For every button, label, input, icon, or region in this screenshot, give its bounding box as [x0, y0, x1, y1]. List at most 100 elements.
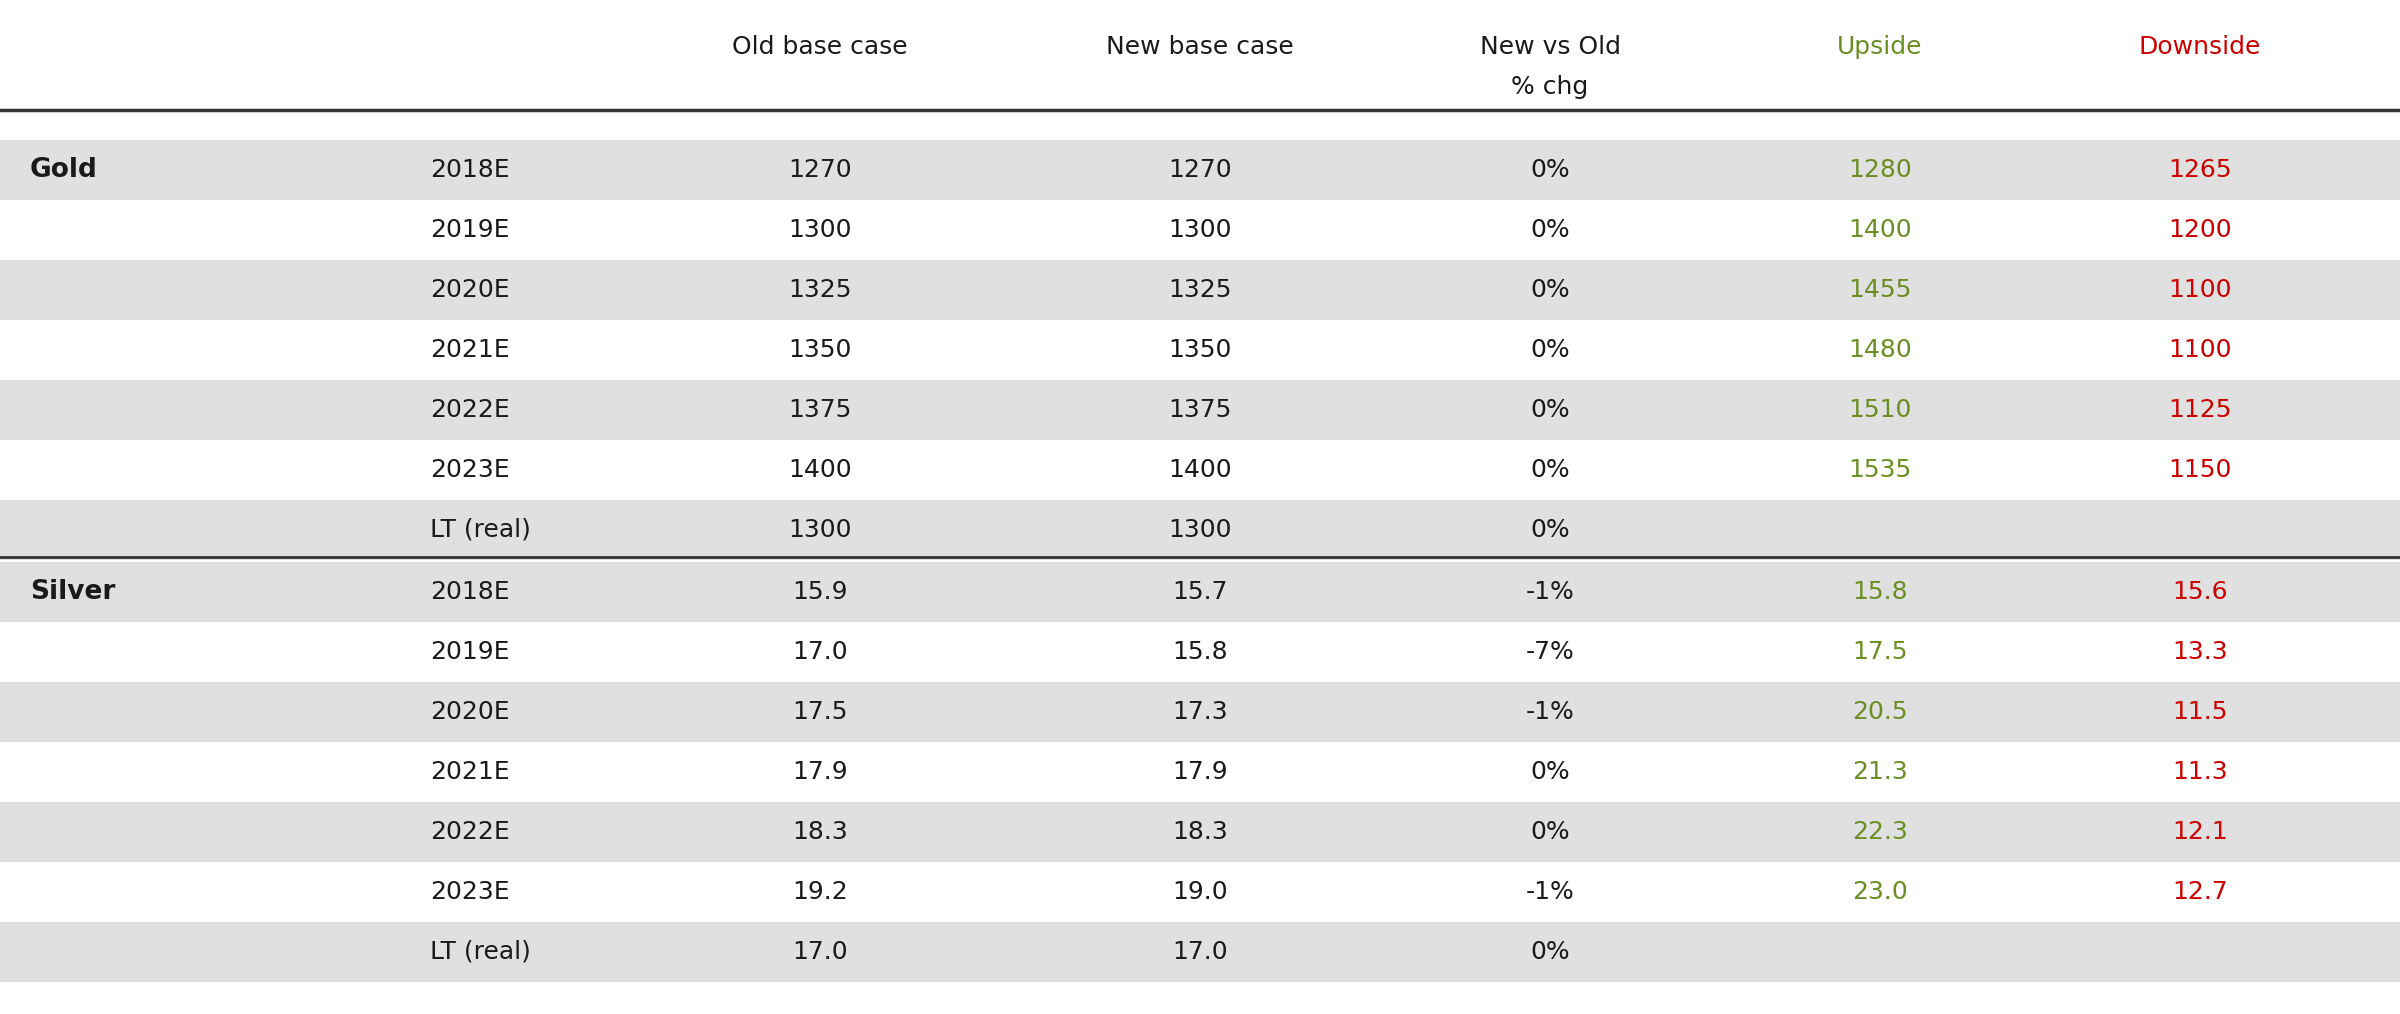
Text: 0%: 0%: [1531, 399, 1570, 422]
Text: New base case: New base case: [1106, 35, 1294, 59]
Bar: [0, 742, 2400, 802]
Text: 15.8: 15.8: [1171, 640, 1229, 664]
Text: 17.0: 17.0: [792, 640, 847, 664]
Text: 0%: 0%: [1531, 760, 1570, 784]
Text: 0%: 0%: [1531, 338, 1570, 362]
Text: 19.2: 19.2: [792, 880, 847, 904]
Text: LT (real): LT (real): [430, 940, 530, 964]
Text: 2020E: 2020E: [430, 700, 509, 724]
Text: 17.9: 17.9: [792, 760, 847, 784]
Text: -7%: -7%: [1526, 640, 1574, 664]
Text: 12.7: 12.7: [2172, 880, 2227, 904]
Text: 0%: 0%: [1531, 518, 1570, 542]
Text: 21.3: 21.3: [1853, 760, 1908, 784]
Text: 17.3: 17.3: [1171, 700, 1229, 724]
Bar: [0, 500, 2400, 560]
Text: 17.0: 17.0: [1171, 940, 1229, 964]
Bar: [0, 200, 2400, 260]
Text: 2023E: 2023E: [430, 880, 509, 904]
Text: 19.0: 19.0: [1171, 880, 1229, 904]
Text: 0%: 0%: [1531, 218, 1570, 242]
Text: 15.9: 15.9: [792, 580, 847, 604]
Bar: [0, 802, 2400, 862]
Text: -1%: -1%: [1526, 880, 1574, 904]
Text: New vs Old: New vs Old: [1478, 35, 1620, 59]
Text: 2021E: 2021E: [430, 760, 509, 784]
Bar: [0, 682, 2400, 742]
Text: 1325: 1325: [787, 278, 852, 302]
Text: 13.3: 13.3: [2172, 640, 2227, 664]
Text: % chg: % chg: [1512, 75, 1589, 99]
Text: 1350: 1350: [1169, 338, 1231, 362]
Text: 0%: 0%: [1531, 458, 1570, 482]
Text: 17.0: 17.0: [792, 940, 847, 964]
Text: 1400: 1400: [787, 458, 852, 482]
Text: 1200: 1200: [2167, 218, 2232, 242]
Text: 1300: 1300: [787, 518, 852, 542]
Text: 1510: 1510: [1848, 399, 1913, 422]
Text: 1265: 1265: [2167, 158, 2232, 182]
Bar: [0, 622, 2400, 682]
Text: 1125: 1125: [2167, 399, 2232, 422]
Text: 2022E: 2022E: [430, 820, 509, 844]
Text: 22.3: 22.3: [1853, 820, 1908, 844]
Bar: [0, 320, 2400, 380]
Text: Downside: Downside: [2138, 35, 2261, 59]
Bar: [0, 380, 2400, 440]
Text: 1100: 1100: [2167, 338, 2232, 362]
Text: Silver: Silver: [29, 579, 115, 605]
Text: 15.8: 15.8: [1853, 580, 1908, 604]
Text: 17.9: 17.9: [1171, 760, 1229, 784]
Text: 1300: 1300: [1169, 518, 1231, 542]
Text: 1150: 1150: [2167, 458, 2232, 482]
Text: 15.7: 15.7: [1171, 580, 1229, 604]
Text: 11.5: 11.5: [2172, 700, 2227, 724]
Text: 1300: 1300: [1169, 218, 1231, 242]
Text: 0%: 0%: [1531, 940, 1570, 964]
Text: 17.5: 17.5: [792, 700, 847, 724]
Text: 18.3: 18.3: [792, 820, 847, 844]
Text: 1350: 1350: [787, 338, 852, 362]
Text: 23.0: 23.0: [1853, 880, 1908, 904]
Bar: [0, 922, 2400, 982]
Text: 2021E: 2021E: [430, 338, 509, 362]
Text: 12.1: 12.1: [2172, 820, 2227, 844]
Text: 1375: 1375: [787, 399, 852, 422]
Text: 2022E: 2022E: [430, 399, 509, 422]
Text: 2020E: 2020E: [430, 278, 509, 302]
Bar: [0, 440, 2400, 500]
Text: 1100: 1100: [2167, 278, 2232, 302]
Text: 1455: 1455: [1848, 278, 1913, 302]
Text: 2018E: 2018E: [430, 580, 509, 604]
Text: 1400: 1400: [1848, 218, 1913, 242]
Text: 2019E: 2019E: [430, 218, 509, 242]
Text: 2019E: 2019E: [430, 640, 509, 664]
Text: -1%: -1%: [1526, 700, 1574, 724]
Bar: [0, 260, 2400, 320]
Bar: [0, 862, 2400, 922]
Text: 1400: 1400: [1169, 458, 1231, 482]
Text: -1%: -1%: [1526, 580, 1574, 604]
Text: 1270: 1270: [787, 158, 852, 182]
Text: 11.3: 11.3: [2172, 760, 2227, 784]
Text: 0%: 0%: [1531, 820, 1570, 844]
Text: 18.3: 18.3: [1171, 820, 1229, 844]
Bar: [0, 562, 2400, 622]
Text: LT (real): LT (real): [430, 518, 530, 542]
Text: 2023E: 2023E: [430, 458, 509, 482]
Text: 1535: 1535: [1848, 458, 1913, 482]
Text: 15.6: 15.6: [2172, 580, 2227, 604]
Text: Gold: Gold: [29, 157, 98, 183]
Text: 1300: 1300: [787, 218, 852, 242]
Text: 1480: 1480: [1848, 338, 1913, 362]
Text: 0%: 0%: [1531, 158, 1570, 182]
Text: 1280: 1280: [1848, 158, 1913, 182]
Text: 0%: 0%: [1531, 278, 1570, 302]
Text: Upside: Upside: [1838, 35, 1922, 59]
Text: 1270: 1270: [1169, 158, 1231, 182]
Text: 1375: 1375: [1169, 399, 1231, 422]
Text: 1325: 1325: [1169, 278, 1231, 302]
Text: Old base case: Old base case: [732, 35, 907, 59]
Text: 2018E: 2018E: [430, 158, 509, 182]
Text: 20.5: 20.5: [1853, 700, 1908, 724]
